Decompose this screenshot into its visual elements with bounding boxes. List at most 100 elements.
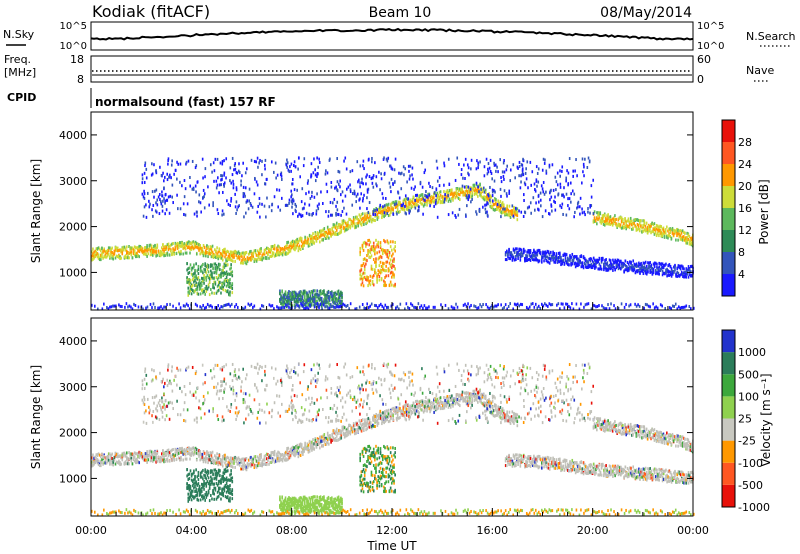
power-cell [379, 245, 382, 249]
power-cell [154, 189, 156, 193]
power-cell [675, 229, 677, 233]
power-cell [280, 298, 282, 302]
power-cell [355, 307, 358, 311]
power-cell [609, 222, 612, 226]
power-cell [215, 255, 217, 259]
power-cell [319, 240, 321, 244]
power-cell [175, 244, 178, 248]
power-cell [202, 244, 205, 248]
power-cell [685, 272, 688, 276]
power-cell [573, 255, 576, 259]
power-cell [315, 292, 317, 296]
power-cell [475, 181, 478, 185]
power-cell [390, 266, 393, 270]
power-cell [506, 213, 508, 217]
nsearch-tick-top: 10^5 [697, 21, 724, 32]
power-cell [677, 238, 679, 242]
power-cell [541, 168, 544, 172]
power-cell [187, 290, 190, 294]
power-cell [222, 281, 225, 285]
power-cell [263, 248, 266, 252]
power-cell [207, 185, 209, 189]
power-cell [164, 253, 166, 257]
power-cell [649, 268, 651, 272]
power-cell [447, 307, 450, 311]
power-cell [217, 280, 220, 284]
power-cell [583, 210, 586, 214]
power-cell [678, 274, 681, 278]
power-cell [588, 257, 591, 261]
velocity-cell [129, 452, 131, 456]
power-cell [638, 261, 640, 265]
power-cell [361, 177, 363, 181]
power-cell [296, 293, 298, 297]
power-cell [627, 219, 630, 223]
power-cell [290, 291, 293, 295]
power-cell [312, 171, 315, 175]
velocity-cell [100, 459, 102, 463]
power-cell [302, 243, 304, 247]
power-cell [242, 192, 245, 196]
power-cell [565, 192, 568, 196]
power-cell [129, 246, 131, 250]
power-cell [356, 160, 359, 164]
power-cell [568, 207, 571, 211]
velocity-cell [125, 455, 128, 459]
power-cell [650, 224, 652, 228]
power-cell [170, 176, 172, 180]
power-cell [496, 203, 499, 207]
power-cell [226, 259, 229, 263]
power-cell [536, 253, 539, 257]
power-cell [249, 250, 251, 254]
power-cell [682, 237, 685, 241]
power-cell [262, 252, 265, 256]
power-cell [428, 201, 431, 205]
power-cell [234, 192, 236, 196]
velocity-cell [116, 452, 119, 456]
power-cell [373, 208, 375, 212]
power-cell [363, 306, 366, 310]
power-cell [209, 304, 212, 308]
power-cell [534, 187, 536, 191]
power-cell [259, 307, 262, 311]
power-cell [316, 175, 318, 179]
power-cell [191, 274, 194, 278]
power-cell [497, 170, 499, 174]
power-cell [176, 177, 178, 181]
power-cell [496, 207, 498, 211]
power-cell [359, 164, 362, 168]
velocity-cell [130, 456, 133, 460]
power-cell [210, 251, 213, 255]
power-cell [327, 210, 330, 214]
power-cell [571, 262, 574, 266]
power-cell [606, 221, 608, 225]
power-cell [436, 201, 438, 205]
power-cell [395, 210, 398, 214]
power-cell [478, 190, 480, 194]
power-cell [609, 218, 612, 222]
power-cell [240, 183, 242, 187]
power-cell [643, 306, 645, 310]
power-cell [452, 194, 454, 198]
power-cell [400, 206, 402, 210]
velocity-cell [118, 460, 120, 464]
power-cell [303, 302, 306, 306]
power-cell [216, 208, 219, 212]
power-cell [211, 254, 214, 258]
power-cell [374, 249, 376, 253]
power-cell [643, 223, 646, 227]
power-cell [385, 203, 388, 207]
power-cell [378, 270, 381, 274]
power-cell [333, 232, 336, 236]
power-cell [670, 307, 673, 311]
power-cell [188, 307, 191, 311]
power-cell [144, 161, 147, 165]
velocity-cell [156, 459, 159, 463]
power-cell [492, 208, 495, 212]
velocity-cell [142, 456, 145, 460]
power-cell [232, 253, 234, 257]
power-cell [661, 262, 664, 266]
power-cell [385, 212, 388, 216]
power-cell [204, 292, 206, 296]
power-cell [336, 299, 339, 303]
